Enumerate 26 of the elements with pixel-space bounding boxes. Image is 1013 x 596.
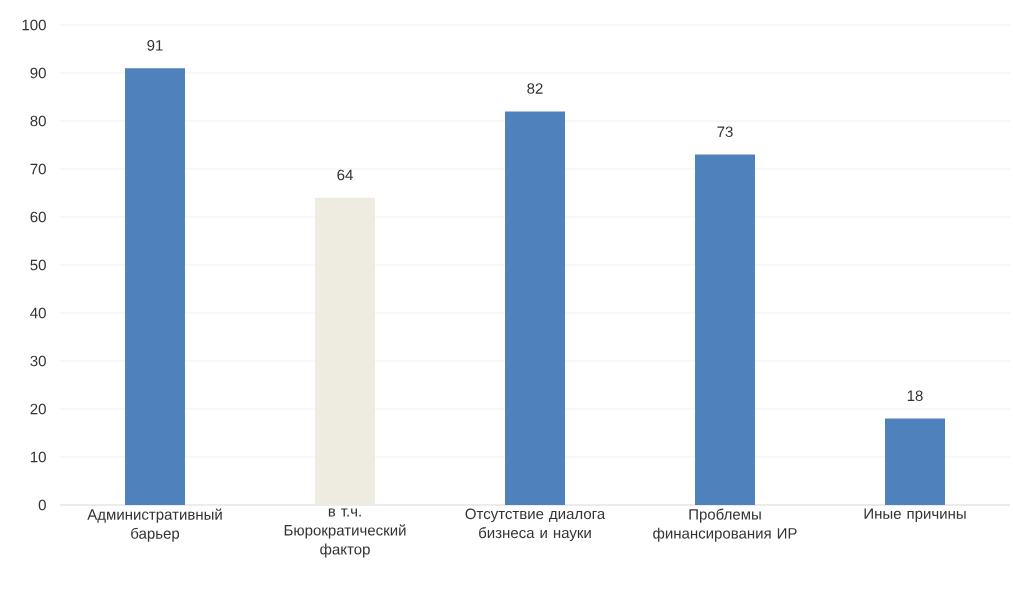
data-label: 91 bbox=[147, 40, 163, 51]
y-tick-label: 100 bbox=[22, 19, 46, 31]
bar bbox=[885, 418, 945, 505]
y-tick-label: 70 bbox=[30, 163, 46, 175]
x-tick-label: Иные причины bbox=[864, 508, 966, 522]
x-tick-label: Отсутствие диалога бизнеса и науки bbox=[465, 508, 606, 542]
y-tick-label: 30 bbox=[30, 355, 46, 367]
bar bbox=[695, 154, 755, 505]
bar bbox=[505, 111, 565, 505]
y-tick-label: 20 bbox=[30, 403, 46, 415]
data-label: 64 bbox=[337, 169, 353, 181]
y-tick-label: 80 bbox=[30, 115, 46, 127]
x-tick-label: Административный барьер bbox=[87, 508, 222, 542]
y-tick-label: 60 bbox=[30, 211, 46, 223]
x-tick-label: в т.ч. Бюрократический фактор bbox=[284, 508, 406, 558]
x-tick-label: Проблемы финансирования ИР bbox=[653, 508, 797, 542]
bar bbox=[315, 197, 375, 505]
bar bbox=[125, 68, 185, 505]
data-label: 73 bbox=[717, 126, 733, 138]
y-tick-label: 50 bbox=[30, 259, 46, 271]
y-tick-label: 0 bbox=[38, 499, 46, 511]
y-tick-label: 90 bbox=[30, 67, 46, 79]
data-label: 82 bbox=[527, 83, 543, 94]
y-tick-label: 40 bbox=[30, 307, 46, 319]
data-label: 18 bbox=[907, 390, 923, 402]
y-tick-label: 10 bbox=[30, 451, 46, 463]
